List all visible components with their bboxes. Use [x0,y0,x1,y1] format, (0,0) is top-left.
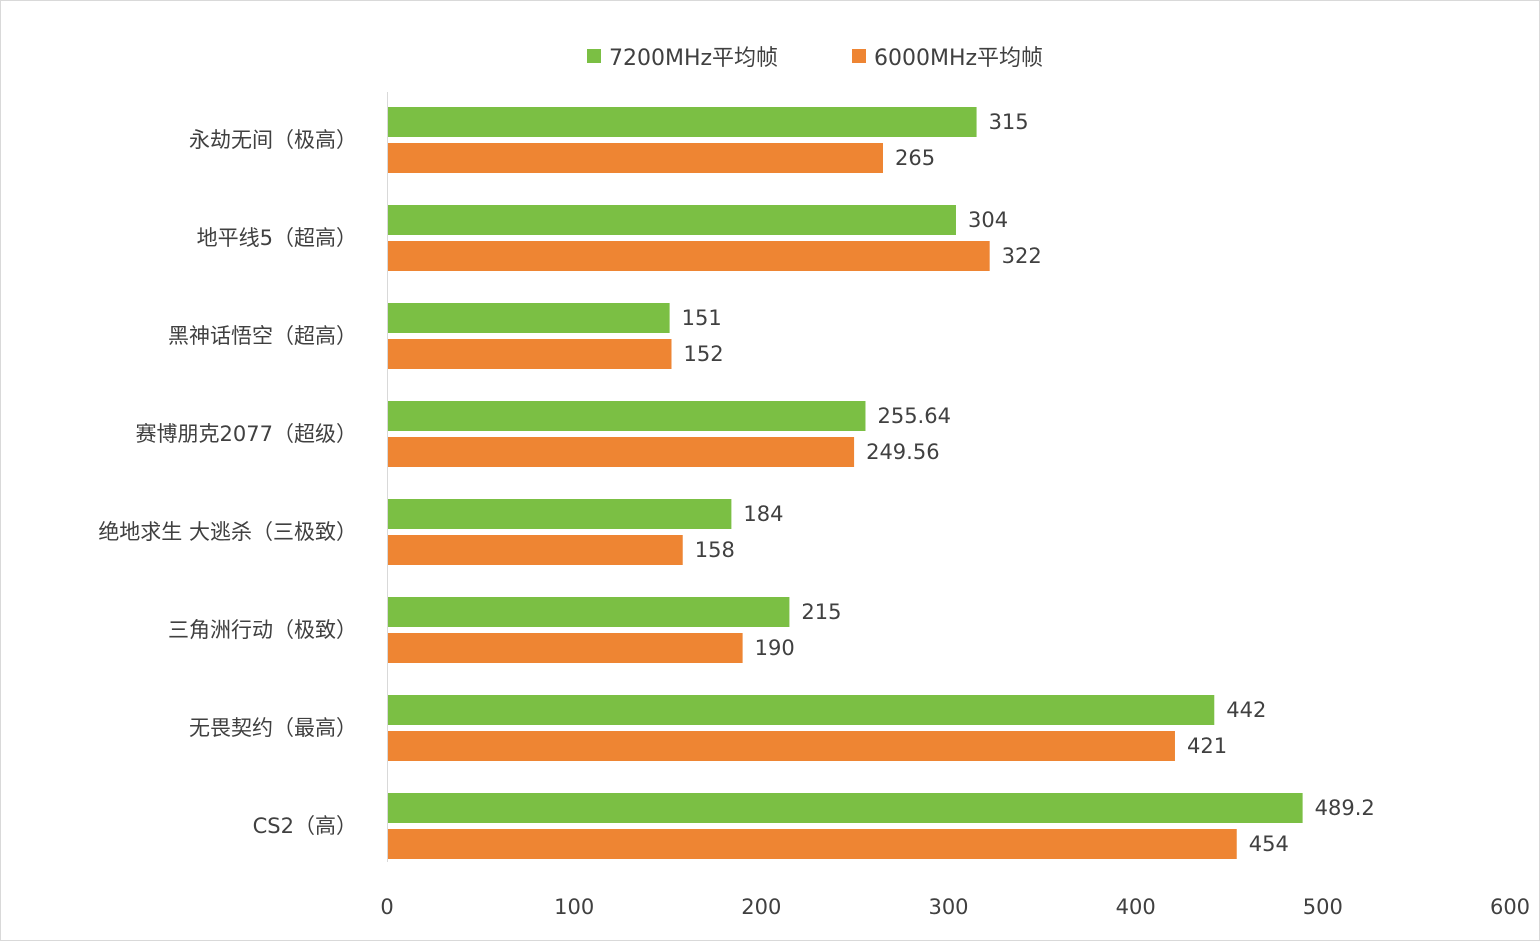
bar-1-7 [387,695,1215,725]
category-label-3: 黑神话悟空（超高） [168,324,357,348]
legend-swatch-1 [587,49,601,63]
x-tick-label-4: 300 [928,895,968,919]
bar-1-6 [387,597,790,627]
bar-2-1 [387,143,883,173]
data-label-2-7: 421 [1187,734,1227,758]
category-labels: 永劫无间（极高） 地平线5（超高） 黑神话悟空（超高） 赛博朋克2077（超级） 绝地求… [98,128,357,838]
x-tick-label-3: 200 [741,895,781,919]
x-tick-label-5: 400 [1116,895,1156,919]
data-label-2-6: 190 [755,636,795,660]
data-label-1-7: 442 [1226,698,1266,722]
bar-1-1 [387,107,977,137]
axes: 0 100 200 300 400 500 600 [380,92,1530,919]
category-label-2: 地平线5（超高） [197,226,357,250]
bar-1-2 [387,205,956,235]
bar-2-4 [387,437,855,467]
bar-1-3 [387,303,670,333]
data-label-1-8: 489.2 [1315,796,1375,820]
bar-1-8 [387,793,1303,823]
category-label-6: 三角洲行动（极致） [168,618,357,642]
legend-label-2: 6000MHz平均帧 [874,46,1043,71]
bar-1-5 [387,499,732,529]
data-label-1-2: 304 [968,208,1008,232]
x-tick-label-6: 500 [1303,895,1343,919]
data-label-2-4: 249.56 [866,440,939,464]
bar-2-8 [387,829,1237,859]
data-label-1-5: 184 [743,502,783,526]
category-label-7: 无畏契约（最高） [189,716,357,740]
x-tick-label-1: 0 [380,895,393,919]
x-tick-label-2: 100 [554,895,594,919]
bar-2-5 [387,535,683,565]
data-label-2-3: 152 [683,342,723,366]
data-label-2-5: 158 [695,538,735,562]
bar-1-4 [387,401,866,431]
data-label-1-4: 255.64 [877,404,950,428]
legend-swatch-2 [852,49,866,63]
data-label-2-2: 322 [1002,244,1042,268]
x-tick-label-7: 600 [1490,895,1530,919]
bar-2-3 [387,339,672,369]
bar-2-2 [387,241,990,271]
legend: 7200MHz平均帧 6000MHz平均帧 [587,46,1043,71]
data-label-1-3: 151 [682,306,722,330]
data-label-1-1: 315 [989,110,1029,134]
category-label-4: 赛博朋克2077（超级） [136,422,357,446]
legend-label-1: 7200MHz平均帧 [609,46,778,71]
category-label-8: CS2（高） [253,814,357,838]
data-label-2-1: 265 [895,146,935,170]
data-label-1-6: 215 [801,600,841,624]
bar-2-6 [387,633,743,663]
bar-2-7 [387,731,1175,761]
bars-group: 315 265 304 322 151 152 255.64 249.56 184 158 2151… [387,107,1375,859]
category-label-1: 永劫无间（极高） [189,128,357,152]
data-label-2-8: 454 [1249,832,1289,856]
category-label-5: 绝地求生 大逃杀（三极致） [98,520,357,544]
